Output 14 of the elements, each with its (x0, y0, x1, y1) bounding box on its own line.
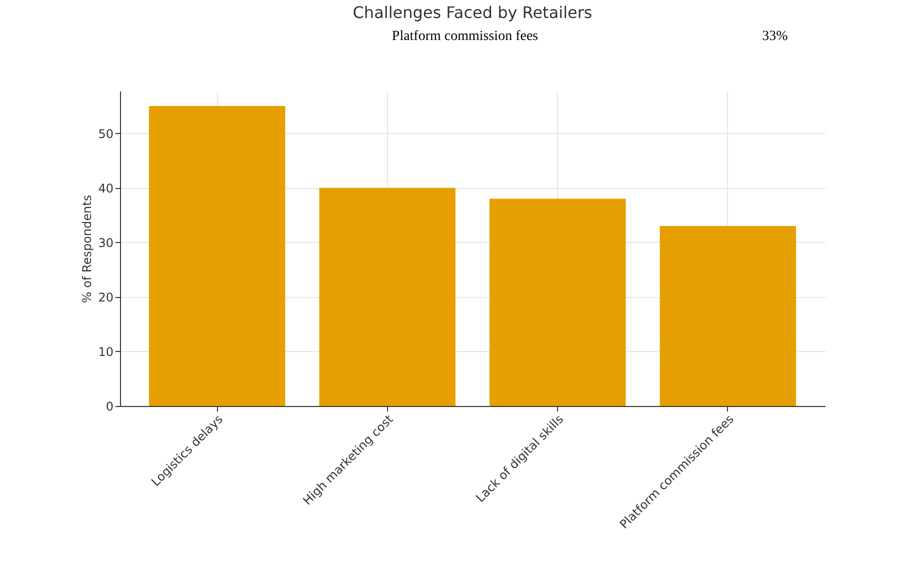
text: Platform commission fees (392, 29, 538, 44)
y-tick-label: 50 (98, 126, 114, 141)
y-tick-label: 30 (98, 236, 114, 250)
text: 33% (762, 29, 788, 44)
chart-title: Challenges Faced by Retailers (352, 3, 592, 22)
bar (490, 198, 626, 406)
y-tick-label: 10 (98, 344, 114, 359)
y-axis-title: % of Respondents (80, 194, 94, 304)
y-tick-label: 0 (106, 400, 114, 414)
bar (148, 106, 286, 406)
y-tick-label: 20 (98, 290, 114, 304)
y-tick-label: 40 (98, 181, 114, 196)
bar (319, 188, 456, 406)
bar (660, 226, 796, 406)
